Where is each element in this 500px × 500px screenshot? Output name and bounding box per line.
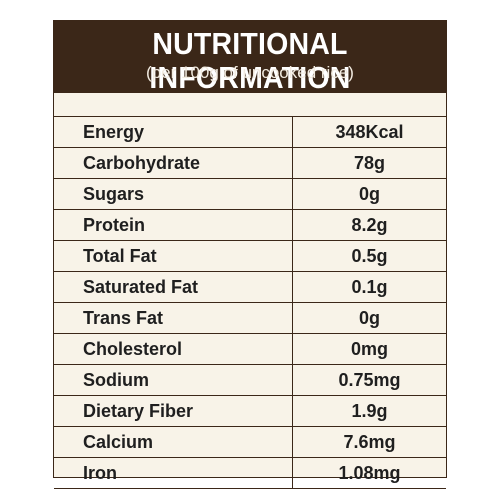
table-row: Calcium 7.6mg [54,427,446,458]
nutrient-value: 1.9g [351,401,388,421]
nutrient-value: 0.1g [351,277,388,297]
table-row: Iron 1.08mg [54,458,446,489]
nutrient-name: Total Fat [83,246,157,266]
nutrient-name: Trans Fat [83,308,164,328]
nutrient-name: Cholesterol [83,339,183,359]
nutrient-name: Calcium [83,432,154,452]
table-row: Sugars 0g [54,179,446,210]
table-row: Saturated Fat 0.1g [54,272,446,303]
nutrient-value: 0.5g [351,246,388,266]
nutrition-table: Energy 348Kcal Carbohydrate 78g Sugars 0… [54,116,446,489]
table-row: Sodium 0.75mg [54,365,446,396]
nutrient-value: 0mg [350,339,388,359]
table-row: Protein 8.2g [54,210,446,241]
table-row: Cholesterol 0mg [54,334,446,365]
nutrient-value: 0g [358,308,380,328]
nutrient-name: Protein [83,215,146,235]
nutrient-name: Sugars [83,184,145,204]
nutrient-value: 7.6mg [343,432,396,452]
nutrient-value: 8.2g [351,215,388,235]
nutrient-value: 1.08mg [338,463,401,483]
nutrient-name: Saturated Fat [83,277,199,297]
nutrient-value: 78g [353,153,386,173]
nutrition-title: NUTRITIONAL INFORMATION [149,26,351,95]
nutrition-subtitle: (per 100g of uncooked rice) [146,63,354,82]
table-row: Carbohydrate 78g [54,148,446,179]
nutrient-name: Dietary Fiber [83,401,194,421]
nutrient-value: 0.75mg [338,370,401,390]
nutrient-name: Energy [83,122,145,142]
nutrient-name: Carbohydrate [83,153,201,173]
table-row: Energy 348Kcal [54,117,446,148]
nutrient-name: Sodium [83,370,149,390]
table-row: Trans Fat 0g [54,303,446,334]
table-row: Total Fat 0.5g [54,241,446,272]
nutrient-value: 348Kcal [335,122,404,142]
table-row: Dietary Fiber 1.9g [54,396,446,427]
nutrient-value: 0g [358,184,380,204]
nutrition-panel: NUTRITIONAL INFORMATION (per 100g of unc… [53,20,447,489]
nutrient-name: Iron [83,463,117,483]
nutrition-header: NUTRITIONAL INFORMATION (per 100g of unc… [54,21,446,95]
